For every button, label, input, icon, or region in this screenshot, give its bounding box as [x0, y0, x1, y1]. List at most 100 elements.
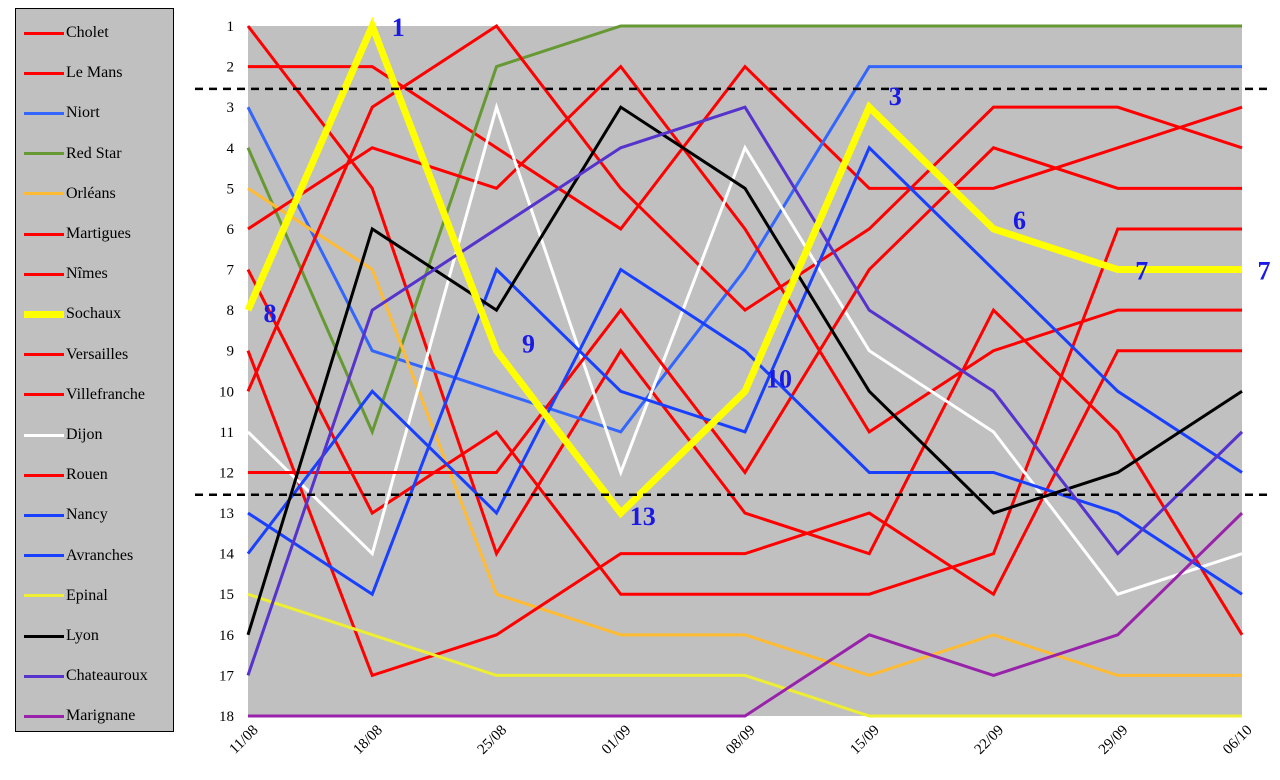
legend-label: Versailles	[64, 345, 131, 364]
plot-area	[248, 26, 1242, 716]
legend-swatch	[24, 513, 80, 517]
y-tick-label: 4	[227, 141, 235, 157]
y-tick-label: 5	[227, 181, 235, 197]
legend-swatch	[24, 393, 80, 397]
x-tick-label: 15/09	[847, 722, 882, 757]
legend-item-martigues: Martigues	[16, 214, 175, 254]
series-line-chateauroux	[246, 105, 1244, 676]
y-tick-label: 3	[227, 100, 235, 116]
data-label-sochaux: 6	[1013, 206, 1026, 235]
series-line-lyon	[246, 105, 1243, 636]
legend-swatch	[24, 31, 80, 35]
y-tick-label: 6	[227, 222, 235, 238]
data-label-sochaux: 7	[1135, 257, 1148, 286]
legend-label: Red Star	[64, 144, 124, 163]
series-line-orleans	[247, 187, 1242, 677]
series-line-nancy	[247, 145, 1243, 597]
series-line-red-star	[246, 24, 1242, 437]
legend-label: Sochaux	[64, 305, 124, 324]
data-label-sochaux: 8	[264, 299, 277, 328]
legend-swatch	[24, 594, 80, 598]
legend-swatch	[24, 192, 80, 196]
legend-swatch	[24, 152, 80, 156]
x-tick-label: 18/08	[350, 722, 385, 757]
legend-swatch	[24, 674, 80, 678]
legend-swatch	[24, 433, 80, 437]
legend-item-chateauroux: Chateauroux	[16, 656, 175, 696]
legend-label: Orléans	[64, 184, 118, 203]
y-tick-label: 13	[219, 506, 234, 522]
legend-item-niort: Niort	[16, 93, 175, 133]
x-tick-label: 25/08	[475, 722, 510, 757]
legend: Cholet Le Mans Niort Red Star Orléans Martigu…	[15, 8, 174, 732]
data-label-sochaux: 10	[766, 364, 792, 393]
legend-swatch	[24, 473, 80, 477]
legend-item-orleans: Orléans	[16, 174, 175, 214]
x-tick-label: 11/08	[227, 722, 262, 757]
series-line-dijon	[246, 102, 1243, 596]
series-line-niort	[246, 65, 1242, 434]
x-tick-label: 08/09	[723, 722, 758, 757]
legend-label: Martigues	[64, 225, 133, 243]
legend-label: Villefranche	[64, 385, 147, 404]
data-label-sochaux: 9	[522, 330, 535, 359]
legend-swatch	[24, 71, 80, 75]
y-tick-label: 8	[227, 303, 235, 319]
y-tick-label: 16	[219, 628, 235, 644]
y-tick-label: 12	[219, 465, 234, 481]
series-layer	[244, 16, 1244, 718]
series-line-marignane	[248, 511, 1244, 718]
y-tick-label: 15	[219, 587, 234, 603]
legend-label: Le Mans	[64, 64, 125, 83]
data-label-sochaux: 3	[889, 82, 902, 111]
legend-label: Dijon	[64, 426, 105, 444]
y-tick-label: 17	[219, 668, 235, 684]
legend-swatch	[24, 714, 80, 718]
legend-item-lyon: Lyon	[16, 616, 175, 656]
y-tick-label: 7	[227, 263, 235, 279]
reference-lines	[195, 87, 1272, 497]
legend-swatch	[24, 232, 80, 236]
annotations: 8 1 9 13 10 3 6 7 7	[264, 13, 1271, 531]
legend-item-versailles: Versailles	[16, 335, 175, 375]
legend-item-red-star: Red Star	[16, 134, 175, 174]
legend-item-sochaux: Sochaux	[16, 294, 175, 334]
series-line-versailles	[246, 349, 1242, 678]
legend-item-cholet: Cholet	[16, 13, 175, 53]
series-line-epinal	[247, 592, 1242, 718]
y-tick-label: 11	[220, 425, 234, 441]
legend-label: Nîmes	[64, 265, 110, 284]
legend-item-nancy: Nancy	[16, 495, 175, 535]
data-label-sochaux: 13	[630, 502, 656, 531]
series-line-villefranche	[246, 23, 1243, 392]
legend-swatch	[24, 272, 80, 276]
legend-swatch	[24, 310, 80, 318]
series-line-rouen	[248, 146, 1242, 476]
legend-swatch	[24, 554, 80, 558]
data-label-sochaux: 7	[1258, 257, 1271, 286]
y-tick-label: 18	[219, 709, 234, 725]
y-tick-label: 9	[227, 344, 235, 360]
legend-item-dijon: Dijon	[16, 415, 175, 455]
series-line-martigues	[247, 64, 1242, 434]
legend-item-villefranche: Villefranche	[16, 375, 175, 415]
data-label-sochaux: 1	[392, 13, 405, 42]
legend-item-marignane: Marignane	[16, 696, 175, 736]
legend-swatch	[24, 111, 80, 115]
y-tick-label: 10	[219, 384, 234, 400]
y-tick-label: 14	[219, 547, 235, 563]
legend-swatch	[24, 634, 80, 638]
x-tick-label: 29/09	[1096, 722, 1131, 757]
series-line-le-mans	[248, 64, 1243, 231]
y-tick-label: 1	[227, 19, 235, 35]
legend-item-avranches: Avranches	[16, 536, 175, 576]
legend-item-le-mans: Le Mans	[16, 53, 175, 93]
x-axis-ticks: 11/08 18/08 25/08 01/09 08/09 15/09 22/09 29/09…	[227, 722, 1256, 757]
series-line-sochaux	[244, 16, 1242, 519]
legend-label: Nancy	[64, 506, 110, 525]
x-tick-label: 22/09	[972, 722, 1007, 757]
y-tick-label: 2	[227, 60, 235, 76]
legend-label: Lyon	[64, 627, 101, 645]
legend-label: Chateauroux	[64, 667, 150, 686]
x-tick-label: 06/10	[1220, 722, 1255, 757]
